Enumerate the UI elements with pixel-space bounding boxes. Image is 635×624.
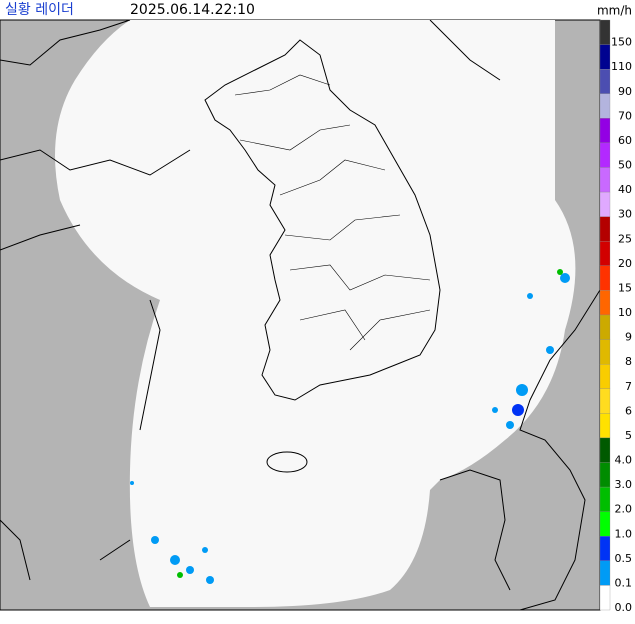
legend-label: 110: [611, 60, 632, 73]
legend-label: 60: [618, 134, 632, 147]
jeju-island: [266, 451, 308, 473]
legend: 150 110 90 70 60 50 40 30 25 20 15 10 9 8 7 6 5 4.0 3.0 2.0…: [599, 19, 633, 614]
legend-label: 8: [625, 355, 632, 368]
japan-coastline: [0, 289, 601, 611]
legend-swatch: [599, 191, 611, 217]
legend-swatch: [599, 339, 611, 365]
legend-label: 30: [618, 208, 632, 221]
legend-label: 7: [625, 380, 632, 393]
legend-swatch: [599, 19, 611, 45]
legend-label: 1.0: [615, 527, 633, 540]
rain-echoes: [130, 269, 570, 584]
legend-swatch: [599, 265, 611, 291]
legend-label: 20: [618, 257, 632, 270]
legend-swatch: [599, 585, 611, 611]
map: [0, 19, 601, 611]
radar-coverage: [55, 20, 576, 608]
legend-label: 5: [625, 429, 632, 442]
legend-swatch: [599, 142, 611, 168]
legend-label: 4.0: [615, 454, 633, 467]
legend-swatch: [599, 167, 611, 193]
legend-label: 150: [611, 36, 632, 49]
page-title: 실황 레이더: [5, 2, 74, 18]
legend-label: 25: [618, 232, 632, 245]
legend-label: 70: [618, 109, 632, 122]
legend-swatch: [599, 511, 611, 537]
legend-swatch: [599, 216, 611, 242]
legend-swatch: [599, 413, 611, 439]
legend-label: 15: [618, 281, 632, 294]
province-borders: [234, 74, 431, 351]
korea-coastline: [204, 39, 441, 401]
legend-label: 2.0: [615, 503, 633, 516]
legend-label: 0.0: [615, 601, 633, 614]
legend-swatch: [599, 290, 611, 316]
legend-swatch: [599, 462, 611, 488]
legend-label: 9: [625, 331, 632, 344]
china-coastline: [99, 299, 161, 561]
legend-label: 10: [618, 306, 632, 319]
legend-swatch: [599, 69, 611, 94]
legend-swatch: [599, 560, 611, 586]
legend-label: 6: [625, 404, 632, 417]
legend-swatch: [599, 437, 611, 463]
legend-label: 3.0: [615, 478, 633, 491]
legend-swatch: [599, 118, 611, 144]
legend-swatch: [599, 388, 611, 414]
unit-label: mm/h: [597, 4, 632, 18]
legend-label: 90: [618, 85, 632, 98]
legend-swatch: [599, 364, 611, 389]
legend-label: 40: [618, 183, 632, 196]
legend-swatch: [599, 93, 611, 119]
legend-swatch: [599, 44, 611, 70]
legend-swatch: [599, 536, 611, 561]
legend-swatch: [599, 486, 611, 512]
north-coastline: [0, 19, 501, 251]
timestamp: 2025.06.14.22:10: [130, 2, 255, 18]
legend-label: 0.1: [615, 576, 633, 589]
legend-label: 0.5: [615, 552, 633, 565]
legend-label: 50: [618, 159, 632, 172]
legend-swatch: [599, 241, 611, 266]
legend-swatch: [599, 314, 611, 340]
